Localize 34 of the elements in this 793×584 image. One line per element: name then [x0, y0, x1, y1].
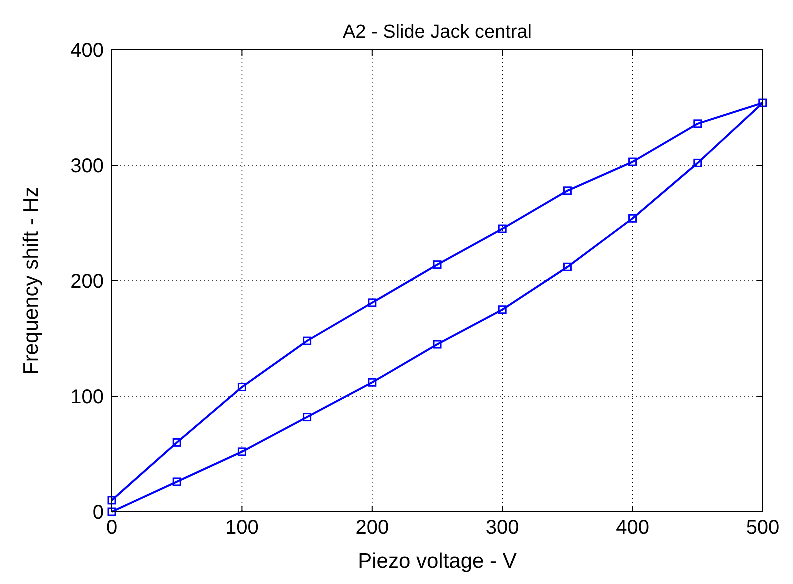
point	[303, 336, 312, 346]
chart-title: A2 - Slide Jack central	[342, 22, 532, 43]
x-tick-label: 200	[356, 517, 390, 539]
x-tick-label: 300	[486, 517, 520, 539]
x-tick-label: 100	[226, 517, 259, 539]
y-tick-label: 300	[70, 156, 104, 178]
point	[108, 508, 116, 516]
point	[172, 478, 182, 486]
y-tick-label: 400	[70, 40, 104, 62]
point	[694, 158, 702, 168]
point	[563, 186, 572, 196]
y-tick-label: 0	[92, 502, 104, 524]
x-axis-title: Piezo voltage - V	[358, 550, 517, 573]
y-axis-title: Frequency shift - Hz	[20, 187, 43, 375]
y-tick-label: 100	[70, 386, 104, 408]
x-tick-label: 0	[106, 517, 118, 539]
point	[433, 260, 442, 270]
point	[498, 306, 507, 314]
point	[172, 438, 182, 447]
y-tick-label: 200	[70, 271, 104, 293]
point	[238, 448, 246, 456]
point	[433, 340, 442, 349]
point	[303, 413, 312, 422]
point	[108, 496, 116, 505]
x-tick-label: 500	[746, 517, 780, 539]
point	[498, 224, 507, 234]
point	[368, 378, 377, 387]
x-tick-label: 400	[616, 517, 650, 539]
point	[628, 158, 638, 166]
point	[368, 298, 377, 308]
point	[563, 262, 572, 272]
point	[694, 120, 702, 128]
point	[628, 214, 638, 223]
point	[238, 383, 246, 392]
